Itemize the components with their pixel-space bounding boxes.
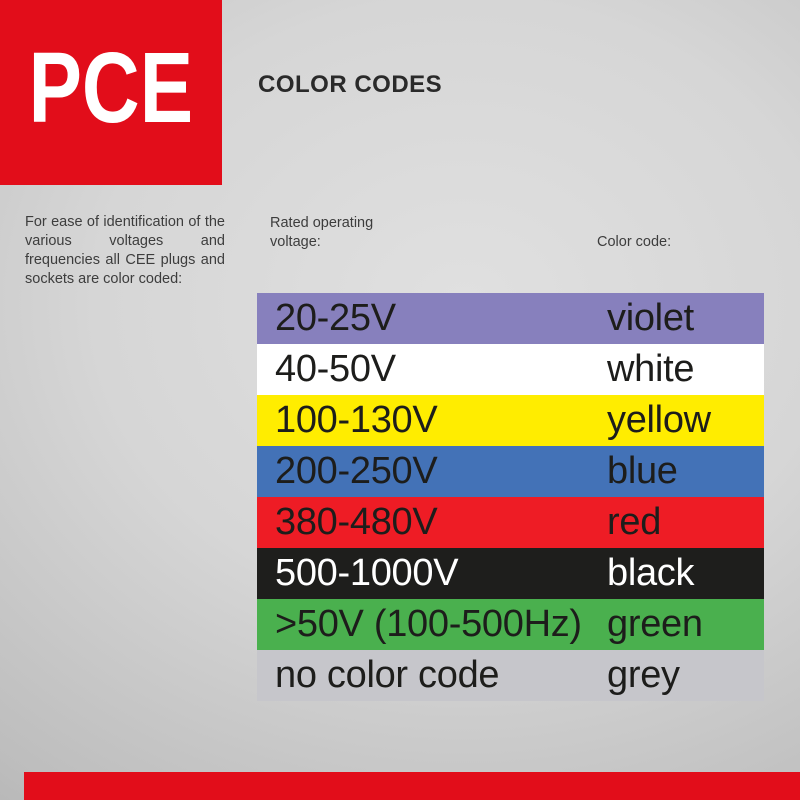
color-name-cell: violet <box>607 297 694 339</box>
color-name-cell: black <box>607 552 695 594</box>
page-title: COLOR CODES <box>258 71 443 98</box>
voltage-cell: no color code <box>275 654 500 696</box>
color-name-cell: red <box>607 501 662 543</box>
table-row: 40-50V white <box>257 344 764 395</box>
table-row: 20-25V violet <box>257 293 764 344</box>
table-row: 200-250V blue <box>257 446 764 497</box>
voltage-cell: 100-130V <box>275 399 438 441</box>
voltage-cell: 40-50V <box>275 348 396 390</box>
color-name-cell: white <box>607 348 695 390</box>
color-name-cell: green <box>607 603 703 645</box>
table-row: no color code grey <box>257 650 764 701</box>
table-row: 100-130V yellow <box>257 395 764 446</box>
color-table: 20-25V violet 40-50V white 100-130V yellow 200… <box>257 293 764 701</box>
pce-logo-text: PCE <box>28 31 194 144</box>
table-row: >50V (100-500Hz) green <box>257 599 764 650</box>
table-row: 380-480V red <box>257 497 764 548</box>
voltage-cell: 380-480V <box>275 501 438 543</box>
footer-bar <box>24 772 800 800</box>
voltage-cell: 20-25V <box>275 297 396 339</box>
pce-logo: PCE <box>0 0 222 185</box>
voltage-cell: 500-1000V <box>275 552 459 594</box>
color-name-cell: grey <box>607 654 680 696</box>
voltage-cell: 200-250V <box>275 450 438 492</box>
color-name-cell: yellow <box>607 399 711 441</box>
color-column-header: Color code: <box>597 234 672 250</box>
voltage-cell: >50V (100-500Hz) <box>275 603 582 645</box>
voltage-column-header: Rated operating voltage: <box>270 215 374 250</box>
intro-text: For ease of identification of the variou… <box>25 214 225 287</box>
table-row: 500-1000V black <box>257 548 764 599</box>
color-name-cell: blue <box>607 450 678 492</box>
